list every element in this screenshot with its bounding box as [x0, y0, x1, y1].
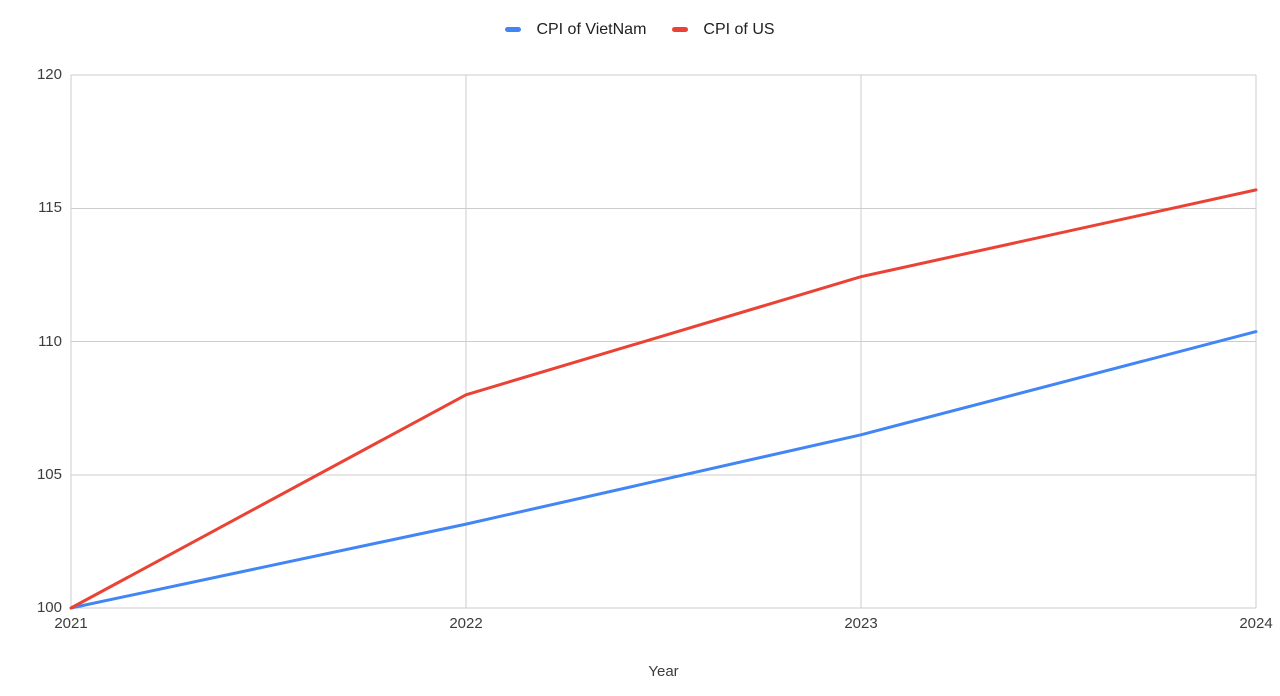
legend-label-us: CPI of US	[703, 21, 775, 38]
y-axis-tick-label-110: 110	[38, 332, 62, 350]
x-axis-tick-label-2022: 2022	[449, 615, 483, 632]
x-axis-tick-label-2021: 2021	[54, 615, 88, 632]
x-axis-tick-label-2024: 2024	[1239, 615, 1273, 632]
y-axis-tick-label-120: 120	[36, 66, 62, 83]
legend-label-vietnam: CPI of VietNam	[536, 21, 647, 38]
x-axis-title: Year	[648, 663, 679, 680]
legend-item-vietnam: CPI of VietNam	[505, 20, 646, 39]
series-line-cpi-of-vietnam	[69, 330, 1258, 610]
y-axis-tick-label-105: 105	[36, 465, 62, 483]
legend-swatch-us-icon	[672, 27, 689, 32]
series-line-cpi-of-us	[69, 188, 1258, 610]
legend-item-us: CPI of US	[672, 20, 775, 39]
chart-legend: CPI of VietNam CPI of US	[0, 20, 1280, 39]
x-axis-tick-label-2023: 2023	[844, 615, 878, 632]
plot-area	[69, 74, 1258, 610]
legend-swatch-vietnam-icon	[505, 27, 522, 32]
y-axis-tick-label-115: 115	[38, 199, 62, 217]
y-axis-tick-label-100: 100	[36, 599, 62, 616]
